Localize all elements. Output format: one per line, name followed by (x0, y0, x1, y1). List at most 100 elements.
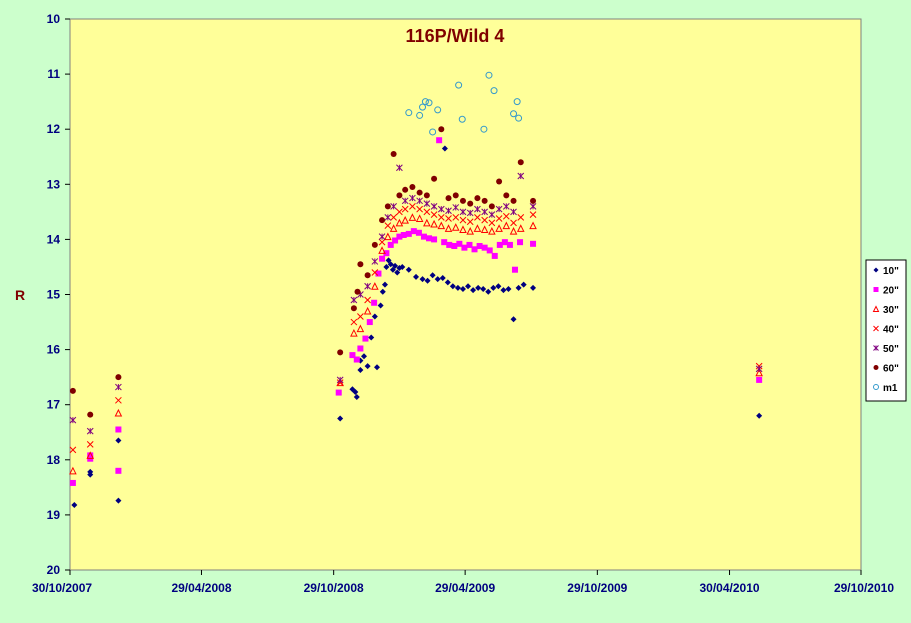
data-point-series-0 (383, 263, 390, 270)
data-point-series-3 (416, 205, 423, 213)
data-point-series-4 (384, 214, 392, 221)
data-point-series-3 (430, 211, 438, 218)
data-point-series-5 (390, 150, 397, 157)
data-point-series-0 (364, 363, 371, 370)
y-axis-label: R (15, 287, 25, 303)
legend-marker-0 (873, 267, 879, 273)
data-point-series-0 (379, 288, 386, 295)
data-point-series-5 (496, 178, 503, 185)
data-point-series-0 (495, 283, 502, 290)
data-point-series-0 (756, 412, 763, 419)
data-point-series-5 (517, 159, 524, 166)
data-point-series-1 (486, 247, 493, 254)
data-point-series-1 (379, 255, 386, 262)
data-point-series-1 (400, 231, 407, 238)
x-tick-label: 29/10/2008 (304, 581, 364, 595)
data-point-series-2 (389, 224, 398, 232)
data-point-series-3 (423, 208, 431, 216)
data-point-series-5 (503, 192, 510, 199)
data-point-series-1 (476, 243, 483, 250)
data-point-series-4 (755, 365, 763, 373)
data-point-series-0 (475, 284, 482, 291)
data-point-series-1 (115, 467, 122, 474)
y-tick-label: 11 (47, 67, 60, 81)
data-point-series-1 (426, 235, 433, 242)
data-point-series-2 (451, 223, 460, 231)
y-tick-label: 10 (47, 12, 61, 26)
data-point-series-2 (356, 324, 365, 333)
data-point-series-2 (430, 219, 438, 228)
legend-label: 50" (883, 344, 899, 355)
data-point-series-1 (87, 452, 94, 459)
data-point-series-4 (69, 416, 77, 424)
data-point-series-4 (459, 208, 467, 216)
data-point-series-4 (416, 197, 423, 205)
data-point-series-0 (377, 302, 384, 309)
y-tick-label: 19 (47, 508, 61, 522)
data-point-series-1 (362, 335, 369, 342)
legend-box (865, 259, 907, 402)
data-point-series-0 (434, 276, 441, 283)
data-point-series-0 (392, 262, 399, 269)
data-point-series-6 (515, 114, 523, 122)
data-point-series-0 (385, 257, 392, 264)
data-point-series-3 (364, 296, 371, 304)
data-point-series-1 (466, 241, 473, 248)
data-point-series-4 (390, 202, 397, 210)
data-point-series-5 (488, 203, 495, 210)
data-point-series-5 (438, 126, 445, 133)
data-point-series-0 (352, 389, 359, 396)
data-point-series-3 (481, 216, 488, 224)
data-point-series-5 (452, 192, 459, 199)
data-point-series-2 (86, 451, 95, 459)
data-point-series-3 (466, 218, 474, 226)
data-point-series-5 (423, 192, 430, 199)
data-point-series-4 (336, 376, 344, 384)
data-point-series-3 (371, 269, 379, 276)
data-point-series-1 (471, 246, 478, 253)
data-point-series-3 (529, 211, 537, 218)
data-point-series-0 (490, 284, 497, 291)
data-point-series-4 (430, 202, 438, 210)
data-point-series-1 (405, 230, 412, 237)
data-point-series-2 (502, 221, 511, 230)
data-point-series-5 (416, 189, 423, 196)
data-point-series-0 (381, 281, 388, 288)
data-point-series-2 (114, 408, 123, 417)
data-point-series-2 (363, 306, 372, 315)
data-point-series-0 (520, 281, 527, 288)
data-point-series-2 (423, 218, 431, 227)
data-point-series-1 (115, 426, 122, 433)
data-point-series-1 (335, 389, 342, 396)
data-point-series-0 (424, 277, 431, 284)
data-point-series-2 (415, 214, 424, 222)
data-point-series-5 (354, 288, 361, 295)
data-point-series-1 (461, 244, 468, 251)
data-point-series-4 (452, 204, 460, 211)
data-point-series-1 (415, 229, 422, 236)
data-point-series-0 (419, 276, 426, 283)
data-point-series-3 (396, 208, 403, 216)
y-tick-label: 20 (47, 563, 61, 577)
x-tick-label: 29/04/2009 (435, 581, 495, 595)
data-point-series-1 (410, 228, 417, 235)
data-point-series-0 (389, 266, 396, 273)
y-tick-label: 16 (47, 343, 61, 357)
data-point-series-1 (756, 376, 763, 383)
data-point-series-3 (445, 215, 452, 222)
data-point-series-2 (378, 246, 386, 254)
data-point-series-3 (390, 214, 397, 221)
data-point-series-0 (505, 285, 512, 292)
data-point-series-6 (490, 87, 498, 95)
data-point-series-0 (87, 471, 94, 478)
data-point-series-0 (337, 415, 344, 422)
data-point-series-0 (405, 266, 412, 273)
data-point-series-4 (115, 383, 122, 391)
data-point-series-6 (458, 115, 466, 123)
data-point-series-4 (423, 200, 431, 207)
data-point-series-3 (459, 216, 467, 224)
x-tick-label: 30/04/2010 (699, 581, 759, 595)
data-point-series-0 (399, 263, 406, 270)
data-point-series-5 (445, 195, 452, 202)
